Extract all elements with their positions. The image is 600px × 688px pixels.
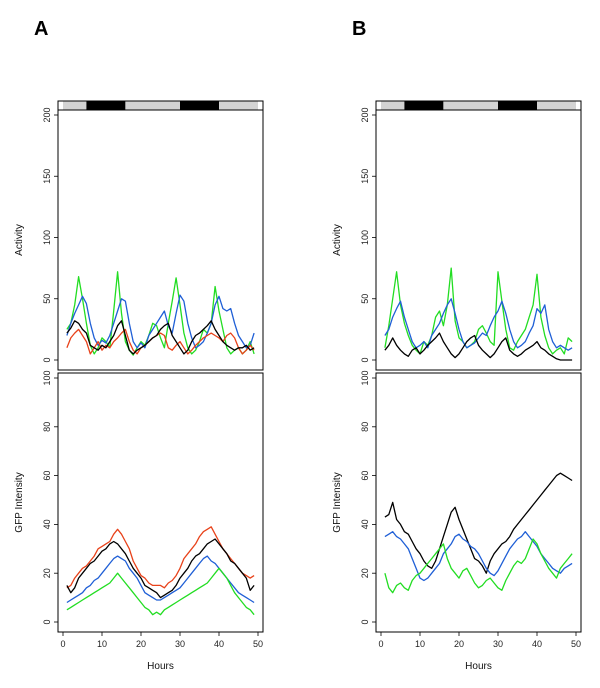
panel-a-label: A [34, 18, 48, 40]
panel-a-gfp-ytick-label: 100 [42, 370, 52, 385]
panel-b-gfp-xtick-label: 30 [493, 639, 503, 649]
panel-b-gfp-xlabel: Hours [465, 661, 492, 672]
panel-a-activity-series-green [66, 271, 255, 356]
panel-b-activity-ytick-label: 50 [360, 294, 370, 304]
panel-a-gfp-ylabel: GFP Intensity [14, 472, 25, 532]
panel-b-gfp-xtick-label: 20 [454, 639, 464, 649]
panel-b-gfp-xtick-label: 50 [571, 639, 581, 649]
panel-a-gfp-xtick-label: 50 [253, 639, 263, 649]
panel-a-gfp-xtick-label: 30 [175, 639, 185, 649]
panel-b-gfp-ytick-label: 0 [360, 619, 370, 624]
panel-a-gfp-series-green [66, 567, 255, 616]
panel-b-gfp-frame [375, 372, 582, 633]
panel-a-activity-frame [57, 109, 264, 371]
panel-b-light-period-4 [537, 101, 576, 110]
panel-b-gfp-xtick-label: 40 [532, 639, 542, 649]
panel-b-gfp-series-green [384, 538, 573, 594]
panel-b-label: B [352, 18, 366, 40]
panel-a-light-period-0 [63, 101, 87, 110]
panel-b-gfp-xtick-label: 0 [378, 639, 383, 649]
panel-b-activity-ytick-label: 200 [360, 107, 370, 122]
panel-b-activity-series-black [384, 332, 573, 361]
panel-a-gfp-xtick-label: 40 [214, 639, 224, 649]
panel-a-gfp-series-blue [66, 555, 255, 604]
panel-b-gfp-ytick-label: 100 [360, 370, 370, 385]
panel-b-gfp-ytick-label: 60 [360, 471, 370, 481]
panel-a-light-period-4 [219, 101, 258, 110]
panel-a-gfp-ytick-label: 80 [42, 422, 52, 432]
panel-a-gfp-series-black [66, 538, 255, 599]
panel-a-gfp-frame [57, 372, 264, 633]
panel-b-light-period-2 [443, 101, 498, 110]
panel-b-activity-ytick-label: 100 [360, 230, 370, 245]
panel-b-activity-ytick-label: 0 [360, 357, 370, 362]
panel-b-activity-series-green [384, 267, 573, 355]
panel-a-gfp-xtick-label: 10 [97, 639, 107, 649]
panel-a-gfp-ytick-label: 40 [42, 519, 52, 529]
panel-a-activity-ytick-label: 50 [42, 294, 52, 304]
panel-b-activity-ylabel: Activity [332, 224, 343, 256]
panel-a-light-period-2 [125, 101, 180, 110]
panel-b-gfp-ytick-label: 80 [360, 422, 370, 432]
panel-a-activity-series-blue [66, 294, 255, 349]
panel-a-activity-ylabel: Activity [14, 224, 25, 256]
panel-a-dark-period-1 [86, 101, 126, 110]
panel-a-activity-series-black [66, 320, 255, 355]
panel-b-light-period-0 [381, 101, 405, 110]
panel-a-gfp-xtick-label: 0 [60, 639, 65, 649]
panel-a-activity-ytick-label: 200 [42, 107, 52, 122]
panel-a-activity-ytick-label: 150 [42, 169, 52, 184]
panel-a-activity-ytick-label: 100 [42, 230, 52, 245]
panel-a-gfp-xtick-label: 20 [136, 639, 146, 649]
panel-a-gfp-series-red [66, 526, 255, 589]
panel-b-activity-series-blue [384, 298, 573, 351]
panel-a-gfp-xlabel: Hours [147, 661, 174, 672]
panel-b-gfp-ytick-label: 40 [360, 519, 370, 529]
panel-b-gfp-series-black [384, 472, 573, 574]
panel-b-gfp-series-blue [384, 531, 573, 582]
panel-b-activity-ytick-label: 150 [360, 169, 370, 184]
panel-a-dark-period-3 [180, 101, 219, 110]
panel-b-gfp-ylabel: GFP Intensity [332, 472, 343, 532]
panel-a-gfp-ytick-label: 20 [42, 568, 52, 578]
panel-a-activity-ytick-label: 0 [42, 357, 52, 362]
panel-b-dark-period-1 [404, 101, 444, 110]
panel-b-dark-period-3 [498, 101, 537, 110]
panel-a-gfp-ytick-label: 0 [42, 619, 52, 624]
panel-a-gfp-ytick-label: 60 [42, 471, 52, 481]
panel-b-gfp-xtick-label: 10 [415, 639, 425, 649]
panel-b-gfp-ytick-label: 20 [360, 568, 370, 578]
